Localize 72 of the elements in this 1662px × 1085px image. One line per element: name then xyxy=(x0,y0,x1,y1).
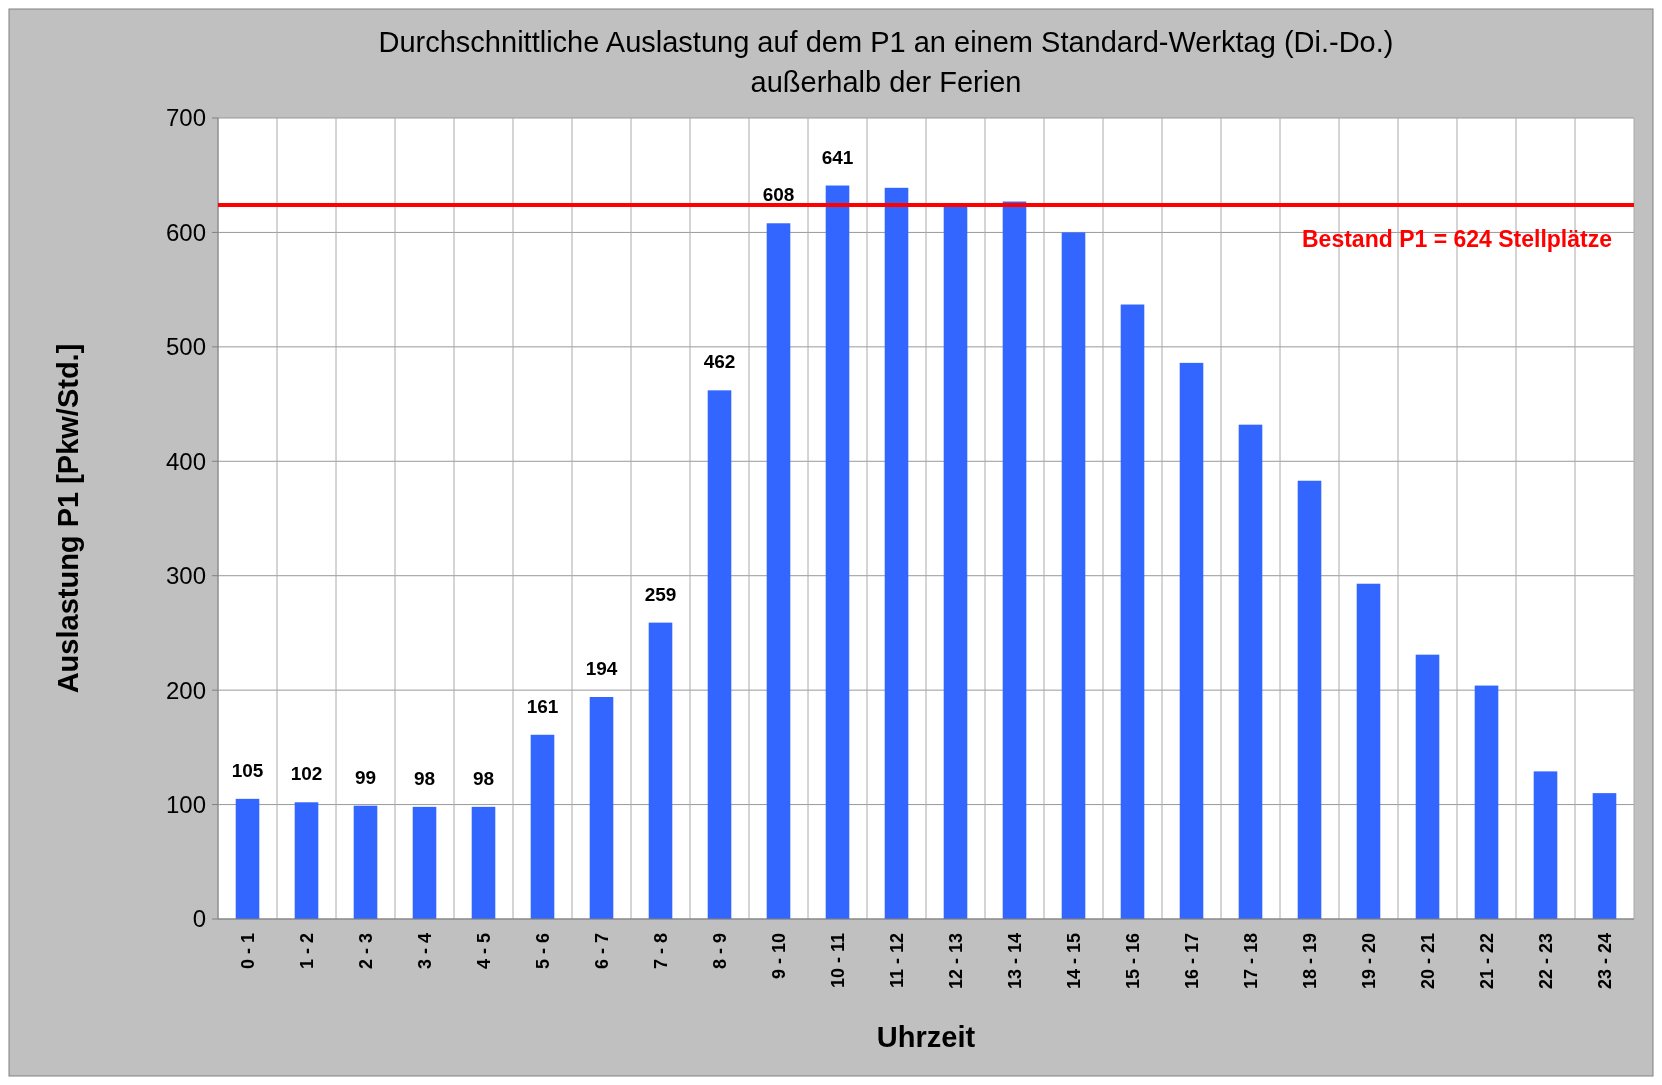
y-tick-label: 100 xyxy=(165,790,206,818)
x-tick-label: 0 - 1 xyxy=(237,933,258,970)
x-tick-label: 6 - 7 xyxy=(591,933,612,970)
x-tick-label: 23 - 24 xyxy=(1594,933,1615,990)
data-label: 98 xyxy=(472,767,495,789)
x-tick-label: 1 - 2 xyxy=(296,933,317,970)
x-tick-label: 21 - 22 xyxy=(1476,933,1497,990)
data-label: 102 xyxy=(290,763,323,785)
bar xyxy=(471,806,496,919)
ref-line-label: Bestand P1 = 624 Stellplätze xyxy=(1302,225,1612,252)
x-tick-label: 5 - 6 xyxy=(532,933,553,970)
data-label: 99 xyxy=(354,766,377,788)
y-tick-label: 200 xyxy=(165,676,206,704)
y-tick-label: 300 xyxy=(165,562,206,590)
bar xyxy=(1120,304,1145,919)
bar xyxy=(648,622,673,919)
x-tick-label: 14 - 15 xyxy=(1063,933,1084,990)
bar xyxy=(884,187,909,919)
bar xyxy=(1592,793,1617,919)
bar xyxy=(1415,654,1440,919)
bar xyxy=(1474,685,1499,919)
bar xyxy=(589,697,614,919)
data-label: 105 xyxy=(231,759,264,781)
x-tick-label: 22 - 23 xyxy=(1535,933,1556,990)
y-axis-title: Auslastung P1 [Pkw/Std.] xyxy=(52,343,84,694)
x-tick-label: 13 - 14 xyxy=(1004,933,1025,990)
x-tick-label: 16 - 17 xyxy=(1181,933,1202,990)
y-tick-label: 600 xyxy=(165,218,206,246)
x-tick-label: 17 - 18 xyxy=(1240,933,1261,990)
bar xyxy=(943,204,968,919)
data-label: 462 xyxy=(703,351,736,373)
data-label: 608 xyxy=(762,184,795,206)
bar xyxy=(1061,232,1086,919)
y-tick-label: 500 xyxy=(165,333,206,361)
bar xyxy=(1179,362,1204,919)
x-tick-label: 12 - 13 xyxy=(945,933,966,990)
bar xyxy=(825,185,850,919)
bar xyxy=(294,802,319,919)
chart-subtitle: außerhalb der Ferien xyxy=(750,66,1022,98)
x-tick-label: 8 - 9 xyxy=(709,933,730,970)
bar xyxy=(1356,583,1381,919)
x-tick-label: 11 - 12 xyxy=(886,933,907,989)
bar xyxy=(1238,424,1263,919)
bar xyxy=(353,805,378,919)
bar xyxy=(707,390,732,919)
x-tick-label: 18 - 19 xyxy=(1299,933,1320,990)
x-tick-label: 4 - 5 xyxy=(473,933,494,970)
x-tick-label: 15 - 16 xyxy=(1122,933,1143,990)
data-label: 641 xyxy=(821,146,854,168)
x-axis-title: Uhrzeit xyxy=(876,1021,976,1053)
data-label: 259 xyxy=(644,583,677,605)
x-tick-label: 3 - 4 xyxy=(414,933,435,970)
x-tick-label: 2 - 3 xyxy=(355,933,376,970)
x-tick-label: 9 - 10 xyxy=(768,933,789,980)
y-tick-label: 0 xyxy=(192,905,206,933)
bar xyxy=(235,798,260,919)
x-tick-label: 7 - 8 xyxy=(650,933,671,970)
bar xyxy=(766,223,791,919)
y-tick-label: 400 xyxy=(165,447,206,475)
bar xyxy=(530,734,555,919)
x-tick-label: 19 - 20 xyxy=(1358,933,1379,990)
bar xyxy=(1533,771,1558,919)
bar xyxy=(1297,480,1322,919)
x-tick-label: 10 - 11 xyxy=(827,933,848,989)
bar xyxy=(1002,201,1027,919)
data-label: 98 xyxy=(413,767,436,789)
bar xyxy=(412,806,437,919)
data-label: 161 xyxy=(526,695,559,717)
data-label: 194 xyxy=(585,658,618,680)
y-tick-label: 700 xyxy=(165,104,206,132)
chart-title: Durchschnittliche Auslastung auf dem P1 an einem Standard-Werktag (Di.-Do.) xyxy=(378,26,1394,58)
x-tick-label: 20 - 21 xyxy=(1417,933,1438,990)
